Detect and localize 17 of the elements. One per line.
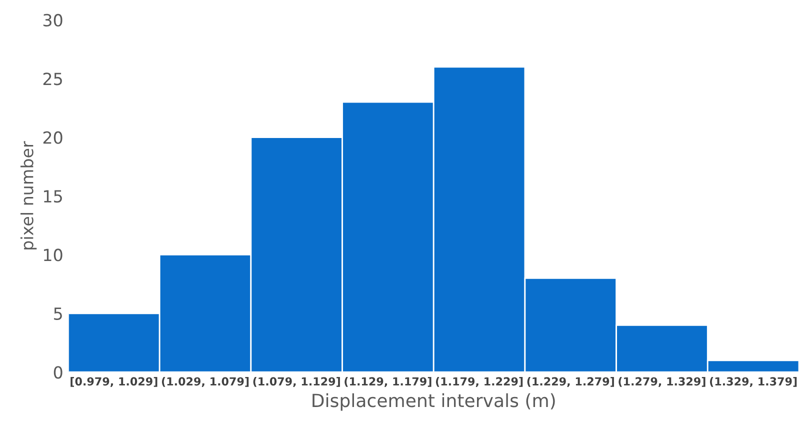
y-tick-label: 20 xyxy=(43,131,62,144)
x-tick-label: [0.979, 1.029] xyxy=(70,376,158,387)
x-tick-label: (1.179, 1.229] xyxy=(436,376,523,387)
x-tick-label: (1.279, 1.329] xyxy=(618,376,706,387)
y-tick-label: 5 xyxy=(54,308,62,320)
y-tick-label: 10 xyxy=(44,248,62,262)
y-tick-label: 0 xyxy=(54,366,62,379)
x-tick-label: (1.329, 1.379] xyxy=(710,376,797,387)
x-axis-title: Displacement intervals (m) xyxy=(312,393,555,411)
x-tick-label: (1.129, 1.179] xyxy=(344,376,432,387)
x-tick-label: (1.229, 1.279] xyxy=(527,376,614,387)
y-tick-label: 15 xyxy=(44,190,62,203)
y-tick-label: 25 xyxy=(43,72,62,86)
y-tick-label: 30 xyxy=(43,14,62,27)
y-axis-title: pixel number xyxy=(20,141,37,250)
x-tick-label: (1.079, 1.129] xyxy=(253,376,340,387)
x-tick-label: (1.029, 1.079] xyxy=(162,376,249,387)
